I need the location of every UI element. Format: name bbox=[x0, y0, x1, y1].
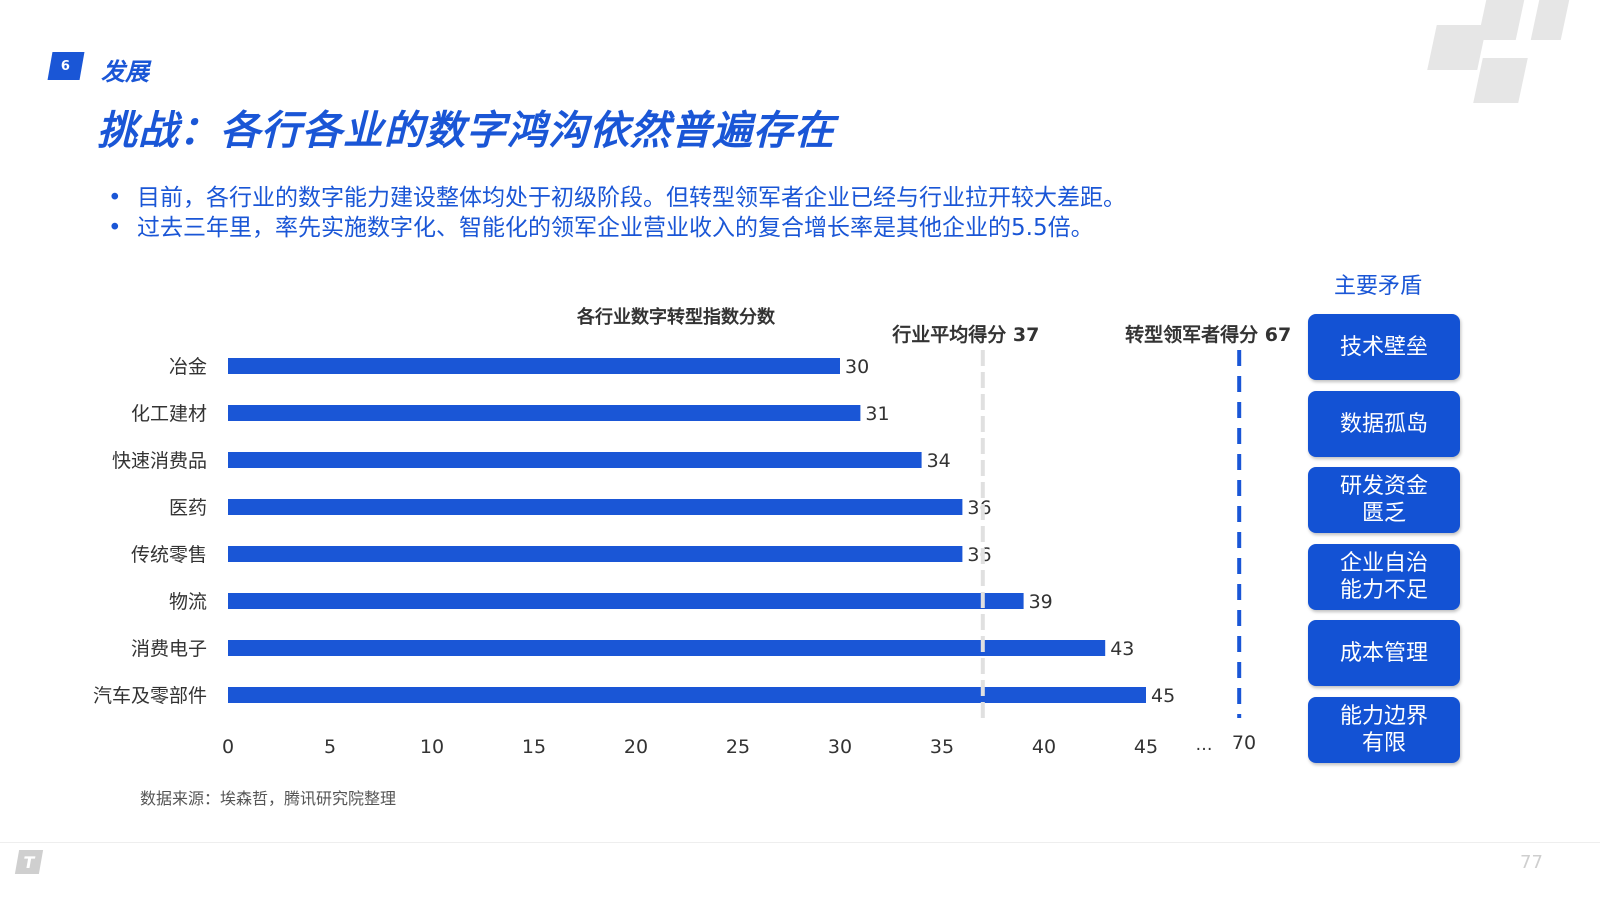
category-label: 汽车及零部件 bbox=[93, 685, 207, 707]
data-label: 30 bbox=[845, 356, 869, 378]
x-tick-label: 70 bbox=[1232, 732, 1256, 754]
x-tick-label: 0 bbox=[222, 736, 234, 758]
x-tick-label: 45 bbox=[1134, 736, 1158, 758]
data-label: 34 bbox=[927, 450, 951, 472]
bar bbox=[228, 640, 1106, 656]
category-label: 物流 bbox=[169, 591, 207, 613]
section-label: 发展 bbox=[101, 58, 149, 86]
bar bbox=[228, 405, 861, 421]
x-tick-label: 5 bbox=[324, 736, 336, 758]
decorative-shape bbox=[1530, 0, 1570, 40]
bullet-item: 目前，各行业的数字能力建设整体均处于初级阶段。但转型领军者企业已经与行业拉开较大… bbox=[108, 183, 1126, 213]
decorative-shape bbox=[1427, 25, 1487, 70]
bar bbox=[228, 499, 963, 515]
bar bbox=[228, 358, 840, 374]
issue-box: 成本管理 bbox=[1308, 620, 1460, 686]
issue-box: 技术壁垒 bbox=[1308, 314, 1460, 380]
data-label: 43 bbox=[1110, 638, 1134, 660]
bar bbox=[228, 687, 1146, 703]
bar bbox=[228, 452, 922, 468]
bar bbox=[228, 593, 1024, 609]
data-label: 39 bbox=[1029, 591, 1053, 613]
page-title: 挑战：各行各业的数字鸿沟依然普遍存在 bbox=[97, 108, 835, 154]
issue-label: 技术壁垒 bbox=[1339, 334, 1428, 360]
page-number: 77 bbox=[1520, 852, 1543, 873]
bullet-item: 过去三年里，率先实施数字化、智能化的领军企业营业收入的复合增长率是其他企业的5.… bbox=[108, 213, 1126, 243]
issue-box: 数据孤岛 bbox=[1308, 391, 1460, 457]
data-label: 36 bbox=[967, 544, 991, 566]
data-label: 36 bbox=[967, 497, 991, 519]
issue-label: 成本管理 bbox=[1339, 640, 1428, 666]
category-label: 医药 bbox=[169, 497, 207, 519]
issue-label: 企业自治能力不足 bbox=[1339, 551, 1428, 603]
brand-logo-icon: T bbox=[14, 850, 44, 874]
footer-divider bbox=[0, 842, 1600, 843]
issue-label: 研发资金匮乏 bbox=[1339, 474, 1428, 526]
issue-box: 研发资金匮乏 bbox=[1308, 467, 1460, 533]
chart-title: 各行业数字转型指数分数 bbox=[576, 306, 776, 328]
x-tick-label: 10 bbox=[420, 736, 444, 758]
decorative-shape bbox=[1473, 58, 1528, 103]
issue-label: 能力边界有限 bbox=[1339, 704, 1428, 756]
source-note: 数据来源：埃森哲，腾讯研究院整理 bbox=[140, 789, 397, 808]
issue-box: 能力边界有限 bbox=[1308, 697, 1460, 763]
category-label: 快速消费品 bbox=[112, 450, 207, 472]
reference-line-label: 转型领军者得分 67 bbox=[1125, 323, 1291, 346]
axis-break-ellipsis: … bbox=[1196, 735, 1213, 755]
category-label: 消费电子 bbox=[131, 638, 207, 660]
x-tick-label: 25 bbox=[726, 736, 750, 758]
x-tick-label: 15 bbox=[522, 736, 546, 758]
x-tick-label: 20 bbox=[624, 736, 648, 758]
x-tick-label: 35 bbox=[930, 736, 954, 758]
category-label: 冶金 bbox=[169, 356, 207, 378]
data-label: 31 bbox=[865, 403, 889, 425]
data-label: 45 bbox=[1151, 685, 1175, 707]
category-label: 化工建材 bbox=[131, 403, 207, 425]
category-label: 传统零售 bbox=[131, 544, 207, 566]
bullet-list: 目前，各行业的数字能力建设整体均处于初级阶段。但转型领军者企业已经与行业拉开较大… bbox=[108, 183, 1126, 243]
issue-label: 数据孤岛 bbox=[1339, 411, 1428, 437]
bar bbox=[228, 546, 963, 562]
brand-logo-text: T bbox=[21, 852, 37, 872]
x-tick-label: 30 bbox=[828, 736, 852, 758]
issue-box: 企业自治能力不足 bbox=[1308, 544, 1460, 610]
x-tick-label: 40 bbox=[1032, 736, 1056, 758]
issues-title: 主要矛盾 bbox=[1333, 274, 1422, 299]
reference-line-label: 行业平均得分 37 bbox=[891, 323, 1039, 346]
